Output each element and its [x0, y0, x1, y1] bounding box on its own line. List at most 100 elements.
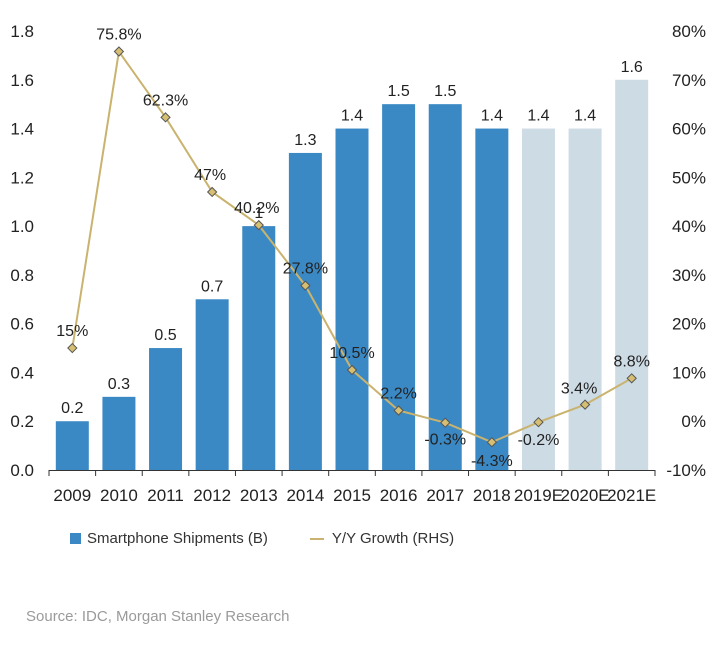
left-tick-0.2: 0.2 — [10, 412, 34, 431]
combo-chart: 0.2 0.3 0.5 0.7 1 1.3 1.4 1.5 1.5 1.4 1.4 1.4 1.6 15… — [10, 22, 706, 505]
left-tick-1.6: 1.6 — [10, 71, 34, 90]
right-tick-10%: 10% — [672, 363, 706, 382]
x-tick-2014: 2014 — [286, 486, 324, 505]
bar-label-2011: 0.5 — [154, 327, 176, 344]
growth-line-series — [67, 46, 637, 448]
x-tick-2015: 2015 — [333, 486, 371, 505]
growth-marker-2019E — [533, 416, 544, 428]
x-axis: 2009 2010 2011 2012 2013 2014 2015 2016 2017 2018… — [48, 470, 656, 505]
growth-label-2010: 75.8% — [96, 26, 141, 43]
growth-marker-2018 — [486, 436, 498, 448]
bar-2009 — [55, 421, 89, 470]
growth-label-2017: -0.3% — [424, 432, 466, 449]
right-y-axis: -10% 0% 10% 20% 30% 40% 50% 60% 70% 80% — [666, 22, 706, 480]
growth-marker-2017 — [440, 417, 451, 428]
right-tick-20%: 20% — [672, 315, 706, 334]
bar-2014 — [288, 152, 322, 470]
left-tick-1.2: 1.2 — [10, 168, 34, 187]
chart-legend: Smartphone Shipments (B) Y/Y Growth (RHS… — [70, 530, 496, 547]
growth-marker-2021E — [626, 373, 637, 384]
bar-label-2020E: 1.4 — [574, 108, 596, 125]
growth-label-2009: 15% — [56, 323, 88, 340]
bar-label-2021E: 1.6 — [621, 59, 643, 76]
growth-label-2012: 47% — [194, 167, 226, 184]
right-tick-50%: 50% — [672, 168, 706, 187]
x-tick-2016: 2016 — [380, 486, 418, 505]
growth-value-labels: 15% 75.8% 62.3% 47% 40.2% 27.8% 10.5% 2.2% -0.3%… — [56, 26, 650, 470]
left-tick-0.4: 0.4 — [10, 363, 34, 382]
bar-2020E — [568, 128, 602, 471]
growth-marker-2016 — [393, 405, 404, 416]
left-tick-0.8: 0.8 — [10, 266, 34, 285]
growth-label-2011: 62.3% — [143, 92, 188, 109]
growth-marker-2015 — [346, 364, 358, 376]
right-tick-80%: 80% — [672, 22, 706, 41]
left-tick-0.6: 0.6 — [10, 315, 34, 334]
growth-label-2015: 10.5% — [329, 345, 374, 362]
legend-label-growth: Y/Y Growth (RHS) — [331, 530, 455, 547]
left-tick-1.4: 1.4 — [10, 120, 34, 139]
x-tick-2012: 2012 — [193, 486, 231, 505]
growth-label-2020E: 3.4% — [561, 381, 597, 398]
x-tick-2017: 2017 — [426, 486, 464, 505]
right-tick-70%: 70% — [672, 71, 706, 90]
left-tick-1.0: 1.0 — [10, 217, 34, 236]
x-tick-2018: 2018 — [473, 486, 511, 505]
growth-label-2021E: 8.8% — [613, 353, 649, 370]
bar-label-2010: 0.3 — [108, 376, 130, 393]
legend-label-shipments: Smartphone Shipments (B) — [87, 530, 268, 547]
bar-label-2017: 1.5 — [434, 83, 456, 100]
legend-bar-swatch — [70, 533, 81, 544]
growth-marker-2014 — [300, 280, 311, 291]
bar-2013 — [242, 226, 276, 470]
source-note: Source: IDC, Morgan Stanley Research — [26, 608, 290, 625]
bar-2019E — [521, 128, 555, 471]
legend-item-shipments: Smartphone Shipments (B) — [70, 530, 268, 547]
legend-item-growth: Y/Y Growth (RHS) — [309, 530, 455, 547]
growth-marker-2010 — [113, 46, 125, 57]
growth-label-2016: 2.2% — [380, 385, 416, 402]
bar-label-2009: 0.2 — [61, 400, 83, 417]
bar-label-2018: 1.4 — [481, 108, 503, 125]
x-tick-2020E: 2020E — [560, 486, 609, 505]
bar-label-2012: 0.7 — [201, 278, 223, 295]
bar-label-2013: 1 — [254, 205, 263, 222]
growth-marker-2012 — [206, 186, 218, 198]
bar-label-2014: 1.3 — [294, 132, 316, 149]
bar-series — [55, 79, 649, 471]
bar-2017 — [428, 104, 462, 471]
bar-label-2019E: 1.4 — [527, 108, 549, 125]
right-tick--10%: -10% — [666, 461, 706, 480]
right-tick-60%: 60% — [672, 120, 706, 139]
growth-label-2013: 40.2% — [234, 200, 279, 217]
left-y-axis: 0.0 0.2 0.4 0.6 0.8 1.0 1.2 1.4 1.6 1.8 — [10, 22, 34, 480]
growth-marker-2013 — [253, 219, 264, 231]
x-tick-2019E: 2019E — [514, 486, 563, 505]
x-tick-2013: 2013 — [240, 486, 278, 505]
left-tick-1.8: 1.8 — [10, 22, 34, 41]
bar-2015 — [335, 128, 369, 471]
right-tick-0%: 0% — [681, 412, 706, 431]
growth-marker-2020E — [579, 399, 591, 410]
bar-2021E — [615, 79, 649, 471]
x-tick-2009: 2009 — [53, 486, 91, 505]
x-tick-2010: 2010 — [100, 486, 138, 505]
bar-value-labels: 0.2 0.3 0.5 0.7 1 1.3 1.4 1.5 1.5 1.4 1.4 1.4 1.6 — [61, 59, 643, 417]
right-tick-30%: 30% — [672, 266, 706, 285]
growth-label-2018: -4.3% — [471, 453, 513, 470]
bar-2010 — [102, 396, 136, 470]
growth-label-2019E: -0.2% — [518, 432, 560, 449]
growth-marker-2009 — [67, 342, 78, 354]
growth-label-2014: 27.8% — [283, 261, 328, 278]
x-tick-2011: 2011 — [147, 486, 184, 505]
x-tick-2021E: 2021E — [607, 486, 656, 505]
legend-line-swatch — [309, 537, 324, 540]
bar-2018 — [475, 128, 509, 471]
growth-marker-2011 — [160, 112, 171, 123]
bar-label-2016: 1.5 — [387, 83, 409, 100]
bar-2011 — [149, 348, 183, 470]
right-tick-40%: 40% — [672, 217, 706, 236]
bar-2012 — [195, 299, 229, 470]
left-tick-0.0: 0.0 — [10, 461, 34, 480]
bar-label-2015: 1.4 — [341, 108, 363, 125]
